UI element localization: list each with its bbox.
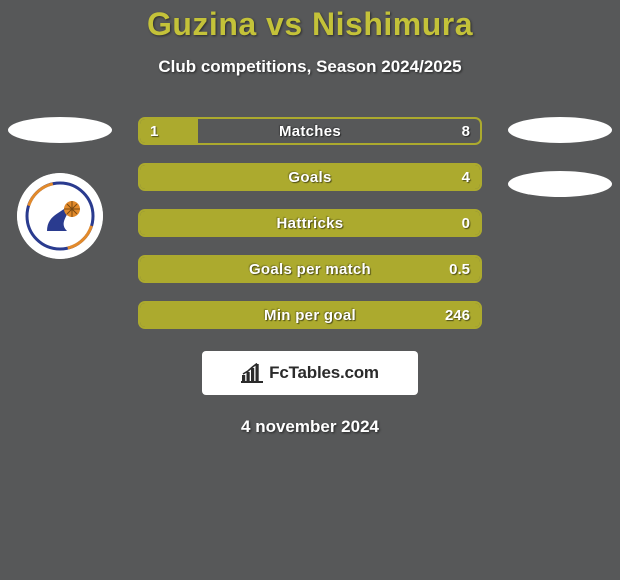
stat-value-right: 8 [452, 119, 480, 143]
club-crest-icon [17, 173, 103, 259]
left-player-col [0, 117, 120, 259]
date-text: 4 november 2024 [0, 417, 620, 437]
stat-value-right: 0.5 [439, 257, 480, 281]
stat-value-right: 4 [452, 165, 480, 189]
stat-bar-fill-left [140, 211, 480, 235]
brand-text: FcTables.com [269, 363, 379, 383]
stat-bar: 0.5Goals per match [138, 255, 482, 283]
stat-value-right: 0 [452, 211, 480, 235]
stat-bars: 18Matches4Goals0Hattricks0.5Goals per ma… [138, 117, 482, 329]
bar-chart-icon [241, 363, 263, 383]
stats-area: 18Matches4Goals0Hattricks0.5Goals per ma… [0, 117, 620, 329]
stat-bar-fill-left [140, 257, 480, 281]
stat-value-right: 246 [435, 303, 480, 327]
brand-badge: FcTables.com [202, 351, 418, 395]
stat-bar: 246Min per goal [138, 301, 482, 329]
player-name-placeholder [8, 117, 112, 143]
stat-bar-fill-left [140, 165, 480, 189]
right-player-col [500, 117, 620, 197]
club-name-placeholder [508, 171, 612, 197]
page-title: Guzina vs Nishimura [0, 0, 620, 43]
stat-value-left: 1 [140, 119, 168, 143]
stat-bar: 0Hattricks [138, 209, 482, 237]
club-badge [17, 173, 103, 259]
player-name-placeholder [508, 117, 612, 143]
subtitle: Club competitions, Season 2024/2025 [0, 57, 620, 77]
stat-bar: 4Goals [138, 163, 482, 191]
infographic-root: Guzina vs Nishimura Club competitions, S… [0, 0, 620, 437]
stat-bar-fill-left [140, 303, 480, 327]
stat-bar: 18Matches [138, 117, 482, 145]
